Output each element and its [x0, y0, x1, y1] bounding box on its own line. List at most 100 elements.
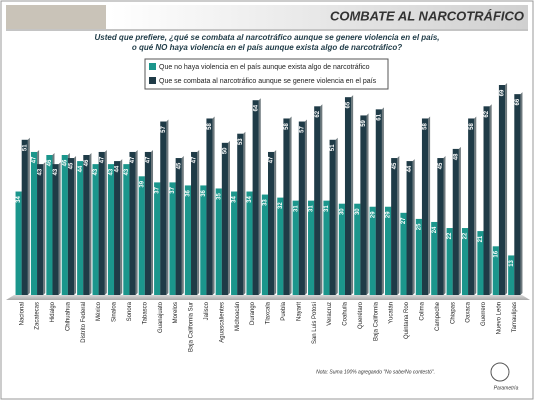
value-label: 31	[324, 205, 330, 212]
value-label: 58	[423, 122, 429, 129]
value-label: 64	[253, 104, 259, 111]
x-tick-label: Yucatán	[389, 302, 395, 324]
value-label: 36	[201, 189, 207, 196]
bar	[268, 151, 275, 295]
bar	[400, 212, 407, 295]
bar-side	[443, 156, 446, 295]
bar	[323, 200, 330, 295]
bar-side	[258, 98, 261, 295]
value-label: 57	[161, 126, 167, 133]
bar	[52, 164, 59, 295]
bar-side	[135, 149, 138, 295]
bar	[61, 155, 68, 295]
bar-side	[27, 137, 30, 295]
bar	[237, 133, 244, 295]
bar-side	[428, 116, 431, 295]
value-label: 69	[500, 89, 506, 96]
x-tick-label: Chihuahua	[65, 301, 71, 331]
value-label: 51	[22, 144, 28, 151]
subtitle: o qué NO haya violencia en el país aunqu…	[132, 43, 402, 52]
bar	[468, 118, 475, 295]
bar	[191, 151, 198, 295]
bar-side	[151, 149, 154, 295]
bar	[67, 158, 75, 295]
x-tick-label: Colima	[420, 301, 426, 320]
value-label: 66	[515, 98, 521, 105]
legend-swatch	[149, 63, 156, 70]
value-label: 47	[130, 156, 136, 163]
value-label: 47	[269, 156, 275, 163]
bar-side	[489, 104, 492, 295]
bar	[246, 191, 253, 295]
bar-side	[320, 104, 323, 295]
x-tick-label: Chiapas	[450, 302, 456, 324]
x-tick-label: Sinaloa	[112, 301, 118, 322]
value-label: 61	[376, 113, 382, 120]
bar-side	[227, 140, 230, 295]
value-label: 47	[192, 156, 198, 163]
x-tick-label: Durango	[250, 301, 256, 325]
value-label: 29	[386, 211, 392, 218]
x-tick-label: Hidalgo	[50, 301, 56, 322]
value-label: 33	[262, 199, 268, 206]
value-label: 44	[115, 165, 121, 172]
value-label: 43	[93, 168, 99, 175]
bar-side	[120, 159, 123, 295]
bar-side	[181, 156, 184, 295]
bar	[221, 142, 228, 295]
bar-side	[474, 116, 477, 295]
value-label: 43	[109, 168, 115, 175]
value-label: 46	[62, 159, 68, 166]
bar	[15, 191, 22, 295]
floor	[6, 295, 530, 300]
value-label: 43	[53, 168, 59, 175]
bar-side	[458, 146, 461, 295]
value-label: 51	[330, 144, 336, 151]
x-tick-label: Tamaulipas	[512, 302, 518, 332]
bar	[375, 109, 382, 295]
value-label: 30	[355, 208, 361, 215]
value-label: 34	[247, 196, 253, 203]
value-label: 62	[484, 110, 490, 117]
value-label: 47	[146, 156, 152, 163]
bar-side	[351, 95, 354, 295]
value-label: 37	[155, 186, 161, 193]
title-bar	[110, 5, 528, 29]
value-label: 58	[469, 122, 475, 129]
subtitle: Usted que prefiere, ¿qué se combata al n…	[94, 33, 439, 42]
bar	[292, 200, 299, 295]
bar	[508, 255, 515, 295]
bar-side	[397, 156, 400, 295]
x-tick-label: Nuevo León	[496, 302, 502, 334]
value-label: 24	[432, 226, 438, 233]
legend-box	[144, 58, 389, 90]
bar-side	[289, 116, 292, 295]
x-tick-label: Veracruz	[327, 302, 333, 326]
bar	[184, 185, 192, 295]
bar	[206, 118, 213, 295]
value-label: 47	[32, 156, 38, 163]
value-label: 39	[139, 180, 145, 187]
bar	[406, 161, 413, 295]
value-label: 46	[47, 159, 53, 166]
x-tick-label: Sonora	[127, 301, 133, 321]
bar	[391, 158, 398, 295]
value-label: 57	[299, 126, 305, 133]
bar-side	[104, 149, 107, 295]
bar	[30, 151, 38, 295]
x-tick-label: Querétaro	[358, 301, 364, 329]
logo-mark	[490, 362, 510, 382]
value-label: 27	[401, 217, 407, 224]
legend-label: Que no haya violencia en el país aunque …	[159, 64, 370, 71]
bar	[360, 115, 367, 295]
x-tick-label: Guerrero	[481, 301, 487, 326]
value-label: 22	[463, 232, 469, 239]
bar	[154, 182, 161, 295]
bar-side	[304, 119, 307, 296]
bar	[138, 176, 145, 295]
bar-side	[274, 149, 277, 295]
bar	[461, 228, 469, 295]
x-tick-label: México	[96, 301, 102, 321]
bar-side	[520, 92, 523, 295]
value-label: 45	[392, 162, 398, 169]
